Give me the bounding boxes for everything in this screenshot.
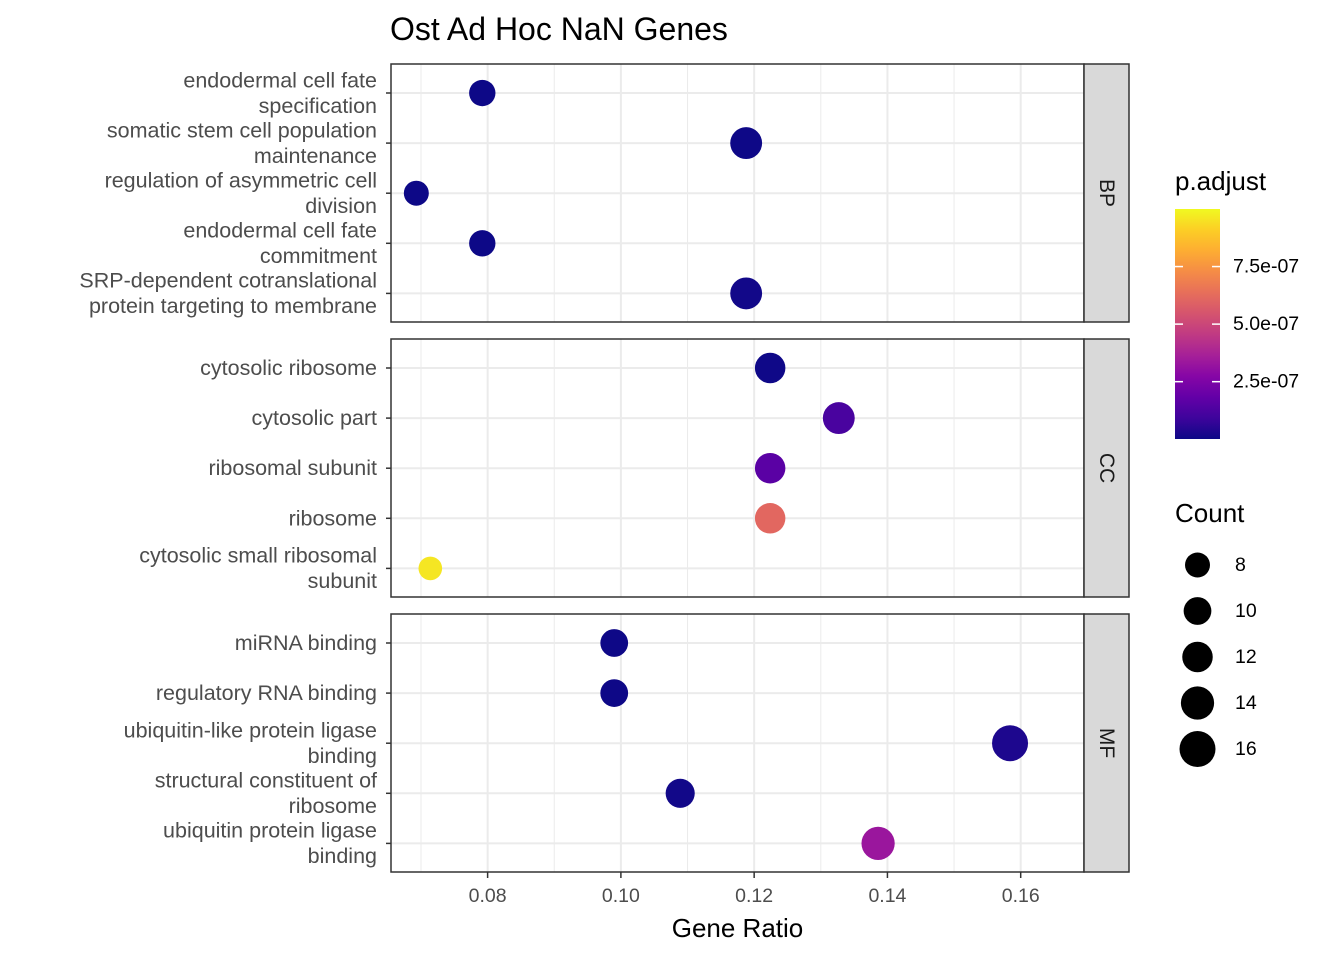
facet-strip (1083, 613, 1130, 873)
y-tick-label: somatic stem cell population (107, 118, 377, 142)
y-tick-label: commitment (260, 244, 377, 268)
size-legend-label: 12 (1235, 646, 1257, 668)
y-tick-label: specification (259, 94, 377, 118)
data-point (992, 725, 1029, 762)
color-legend-title: p.adjust (1175, 166, 1267, 196)
y-tick-label: ribosomal subunit (208, 456, 377, 480)
size-legend-key (1182, 641, 1213, 673)
color-legend-label: 2.5e-07 (1233, 371, 1299, 393)
size-legend-label: 16 (1235, 738, 1257, 760)
y-tick-label: ubiquitin-like protein ligase (124, 718, 377, 742)
data-point (730, 127, 763, 160)
data-point (418, 556, 443, 581)
y-tick-label: structural constituent of (155, 769, 377, 793)
data-point (754, 503, 786, 534)
data-point (600, 629, 629, 657)
data-point (754, 352, 786, 384)
data-point (822, 402, 855, 435)
size-legend-key (1185, 552, 1210, 578)
chart-title: Ost Ad Hoc NaN Genes (390, 11, 728, 47)
size-legend-key (1179, 731, 1216, 767)
y-tick-label: ribosome (289, 506, 377, 530)
size-legend-key (1180, 686, 1215, 720)
y-tick-label: subunit (308, 569, 377, 593)
y-tick-label: binding (308, 744, 377, 768)
y-tick-label: ubiquitin protein ligase (163, 819, 377, 843)
x-tick-label: 0.10 (602, 885, 640, 907)
data-point (754, 452, 786, 484)
facet-strip-label: MF (1095, 728, 1118, 758)
data-point (665, 778, 695, 808)
y-tick-label: protein targeting to membrane (89, 294, 377, 318)
data-point (600, 679, 629, 707)
x-axis-title: Gene Ratio (672, 913, 804, 943)
x-tick-label: 0.16 (1002, 885, 1040, 907)
x-axis: 0.08 0.10 0.12 0.14 0.16 (469, 872, 1040, 907)
y-tick-label: endodermal cell fate (183, 68, 377, 92)
x-tick-label: 0.08 (469, 885, 507, 907)
y-tick-label: SRP-dependent cotranslational (79, 269, 377, 293)
size-legend-label: 10 (1235, 600, 1257, 622)
facet-strip-label: CC (1095, 453, 1118, 483)
size-legend-title: Count (1175, 498, 1245, 528)
data-point (861, 826, 895, 861)
size-legend-label: 8 (1235, 554, 1246, 576)
color-legend: p.adjust 2.5e-07 5.0e-07 7.5e-07 (1175, 166, 1299, 439)
y-tick-label: ribosome (289, 794, 377, 818)
y-tick-label: binding (308, 844, 377, 868)
facet-panel-mf: MF miRNA binding regulatory RNA binding ubi… (124, 613, 1130, 873)
x-tick-label: 0.12 (735, 885, 773, 907)
y-tick-label: regulation of asymmetric cell (105, 168, 377, 192)
facet-strip (1083, 338, 1130, 598)
color-legend-label: 7.5e-07 (1233, 256, 1299, 278)
y-tick-label: cytosolic part (252, 406, 377, 430)
y-tick-label: maintenance (254, 144, 377, 168)
y-tick-label: cytosolic ribosome (200, 356, 377, 380)
size-legend-label: 14 (1235, 692, 1257, 714)
facet-strip (1083, 63, 1130, 323)
y-tick-label: regulatory RNA binding (156, 681, 377, 705)
y-tick-label: cytosolic small ribosomal (139, 544, 377, 568)
data-point (730, 277, 763, 310)
size-legend: Count 8 10 12 14 16 (1175, 498, 1257, 767)
facet-panel-cc: CC cytosolic ribosome cytosolic part riboso… (139, 338, 1130, 598)
color-legend-label: 5.0e-07 (1233, 313, 1299, 335)
facet-strip-label: BP (1095, 179, 1118, 207)
y-tick-label: endodermal cell fate (183, 219, 377, 243)
x-tick-label: 0.14 (868, 885, 906, 907)
data-point (469, 230, 496, 257)
data-point (403, 180, 429, 206)
size-legend-key (1183, 597, 1212, 625)
data-point (469, 79, 496, 107)
y-tick-label: division (305, 194, 377, 218)
y-tick-label: miRNA binding (235, 631, 377, 655)
